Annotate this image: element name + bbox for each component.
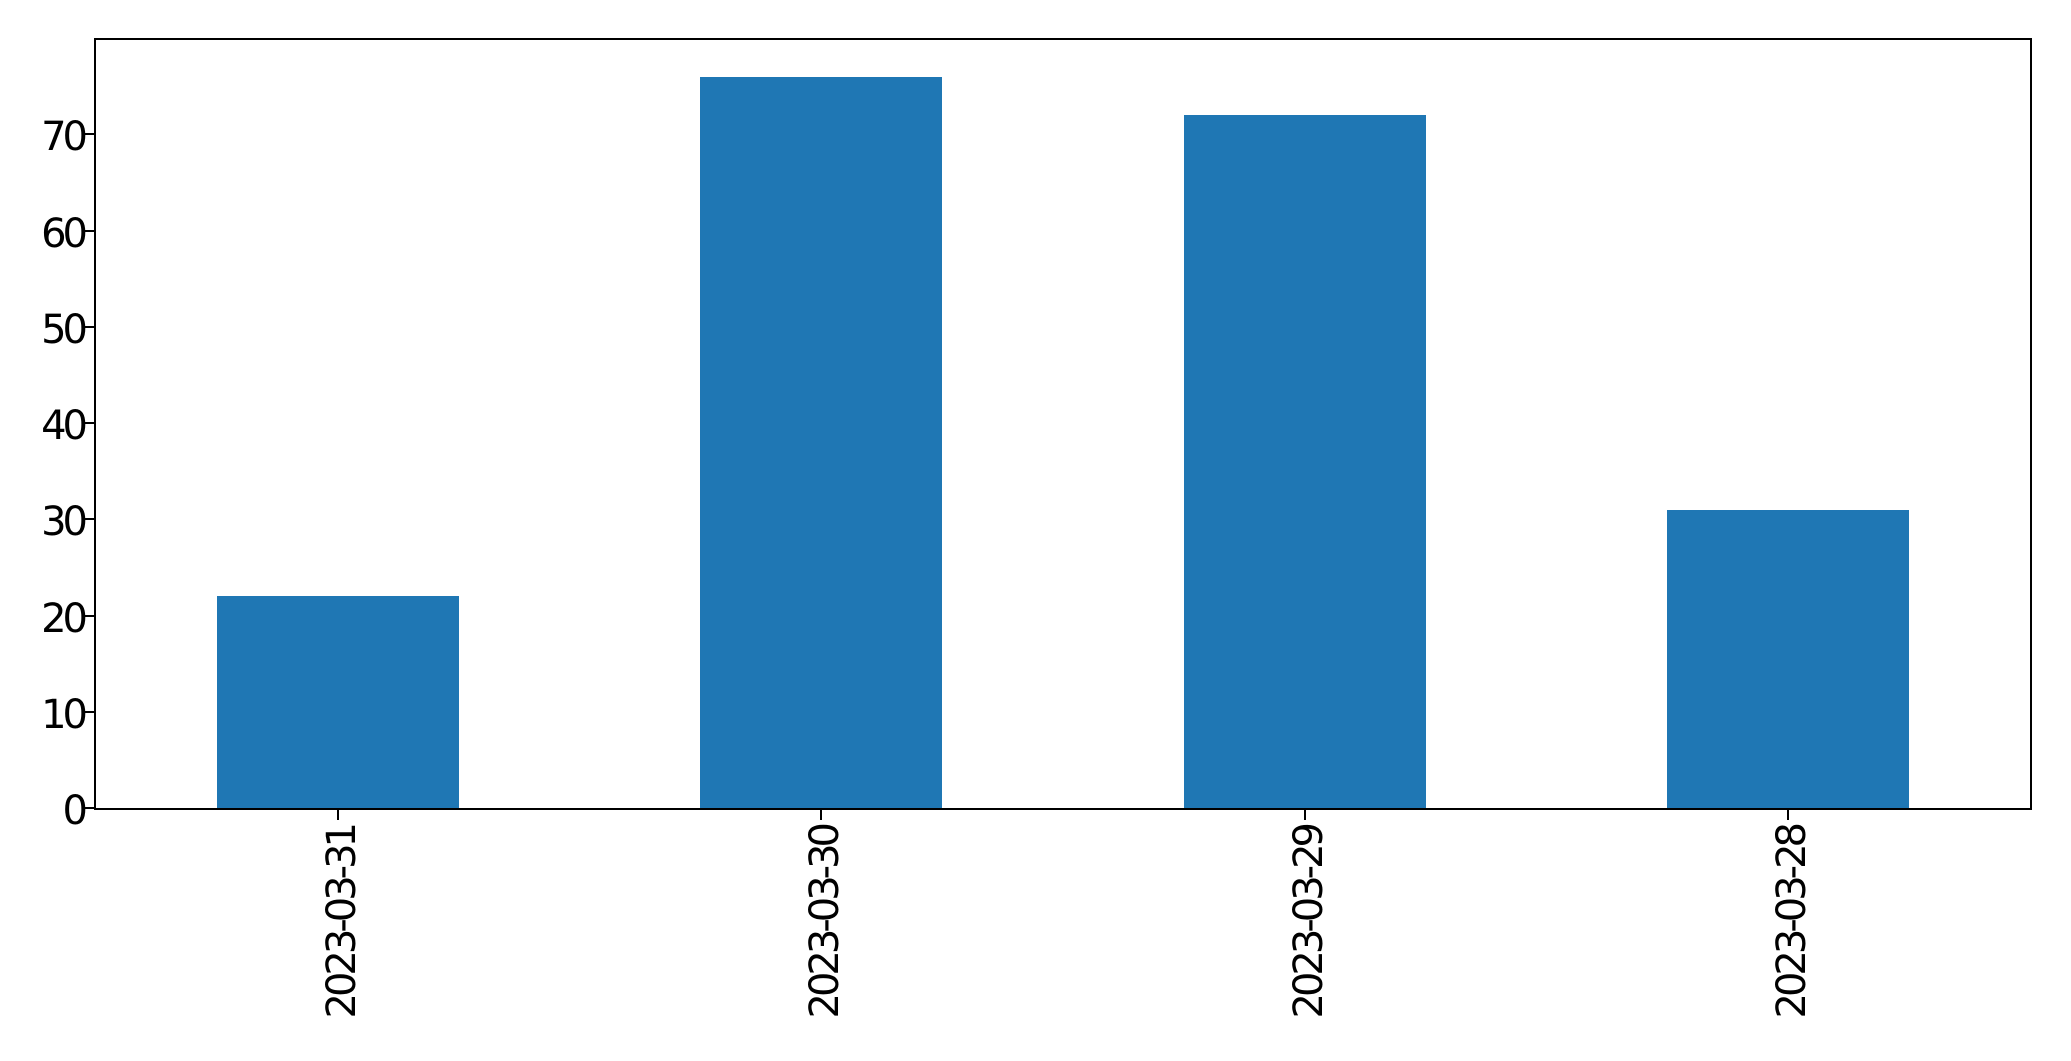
y-tick-label: 50 [41,306,88,353]
bars-layer [96,40,2030,808]
bar-2023-03-31 [216,596,459,808]
x-tick-mark [820,810,823,820]
y-tick-label: 10 [41,691,88,738]
y-tick-mark [84,518,94,521]
x-tick-label: 2023-03-28 [1769,826,1816,1019]
x-tick-mark [1787,810,1790,820]
y-tick-label: 60 [41,210,88,257]
y-tick-label: 20 [41,595,88,642]
bar-2023-03-28 [1667,509,1910,808]
y-tick-mark [84,133,94,136]
y-tick-label: 0 [62,788,88,834]
y-tick-label: 40 [41,403,88,450]
x-tick-label: 2023-03-30 [802,826,849,1019]
x-tick-label: 2023-03-31 [318,826,365,1019]
x-tick-label: 2023-03-29 [1285,826,1332,1019]
y-tick-mark [84,807,94,809]
bar-2023-03-29 [1183,115,1426,808]
x-tick-mark [1303,810,1306,820]
plot-area [94,38,2032,810]
y-tick-mark [84,422,94,425]
y-tick-label: 30 [41,499,88,546]
y-tick-mark [84,710,94,713]
bar-2023-03-30 [700,76,943,808]
y-tick-mark [84,614,94,617]
y-tick-mark [84,229,94,232]
y-tick-label: 70 [41,114,88,161]
x-tick-mark [336,810,339,820]
y-tick-mark [84,325,94,328]
